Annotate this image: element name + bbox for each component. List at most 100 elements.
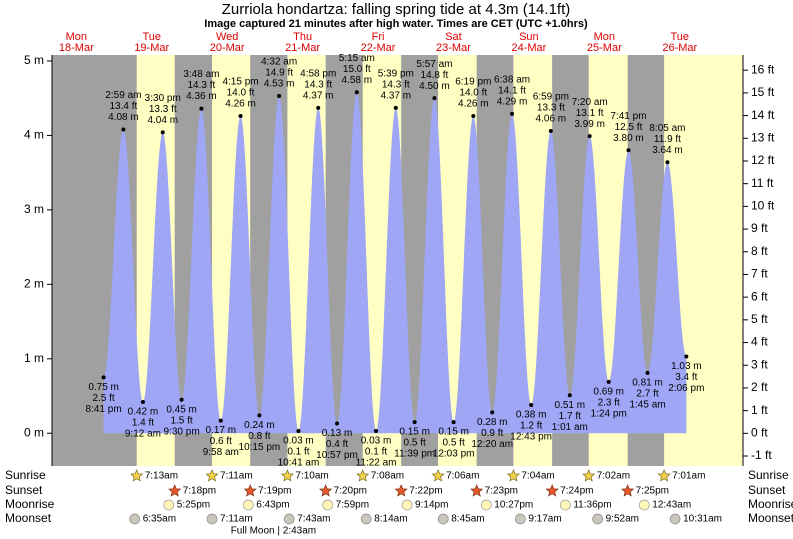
day-name: Tue [670,31,689,43]
sunrise-time: 7:13am [145,471,178,482]
sunset-time: 7:24pm [560,486,593,497]
day-name: Sat [445,31,462,43]
tide-point [238,114,243,119]
tide-time: 9:12 am [125,429,161,440]
sunset-time: 7:25pm [636,486,669,497]
tide-time: 10:41 am [278,458,320,469]
moonset-time: 7:11am [220,514,253,525]
tide-feet: 0.5 ft [442,438,464,449]
tide-feet: 13.3 ft [537,103,565,114]
tide-time: 7:41 pm [610,111,646,122]
tide-point [121,127,126,132]
day-name: Thu [293,31,312,43]
tide-time: 5:57 am [416,59,452,70]
y2-tick-label: 2 ft [751,380,768,394]
tide-height: 0.15 m [438,427,469,438]
tide-time: 10:15 pm [239,442,281,453]
tide-time: 3:30 pm [145,93,181,104]
y2-tick-label: 14 ft [751,108,775,122]
tide-time: 6:59 pm [533,92,569,103]
moonrise-icon [163,499,175,511]
tide-point [645,370,650,375]
tide-point [665,160,670,165]
y2-tick-label: 9 ft [751,221,768,235]
tide-feet: 13.4 ft [110,101,138,112]
tide-height: 0.51 m [555,400,586,411]
row-label: Sunset [5,483,43,497]
tide-height: 0.69 m [593,387,624,398]
moonrise-time: 11:36pm [573,500,611,511]
tide-height: 4.37 m [303,91,334,102]
tide-feet: 14.3 ft [382,80,410,91]
tide-time: 11:22 am [356,458,397,469]
tide-height: 3.64 m [652,145,683,156]
tide-time: 8:41 pm [86,404,122,415]
tide-point [199,106,204,111]
tide-feet: 13.1 ft [576,108,604,119]
tide-feet: 14.9 ft [265,68,293,79]
tide-feet: 0.1 ft [365,447,387,458]
tide-feet: 1.2 ft [520,421,542,432]
tide-feet: 1.4 ft [132,418,154,429]
moonset-icon [360,513,372,525]
tide-height: 4.58 m [342,75,373,86]
sunrise-icon [582,469,596,482]
tide-time: 3:48 am [183,69,219,80]
tide-height: 0.38 m [516,410,547,421]
moonset-time: 9:52am [606,514,639,525]
tide-point [257,413,262,418]
day-date: 26-Mar [662,42,697,54]
row-label: Sunrise [5,468,46,482]
tide-time: 12:43 pm [510,432,552,443]
tide-point [587,134,592,139]
y2-tick-label: 12 ft [751,153,775,167]
sunrise-icon [130,469,144,482]
y2-tick-label: 0 ft [751,425,768,439]
tide-time: 5:39 pm [378,69,414,80]
sunrise-icon [657,469,671,482]
day-name: Wed [216,31,238,43]
moonrise-icon [638,499,650,511]
tide-time: 5:15 am [339,53,375,64]
sunrise-time: 7:08am [371,471,404,482]
tide-point [140,399,145,404]
moonrise-icon [242,499,254,511]
day-name: Fri [372,31,385,43]
tide-time: 6:38 am [494,74,530,85]
tide-time: 2:06 pm [668,383,704,394]
tide-feet: 0.1 ft [287,447,309,458]
tide-height: 4.50 m [419,81,450,92]
tide-feet: 11.9 ft [654,134,681,145]
y2-tick-label: 7 ft [751,267,768,281]
tide-height: 4.29 m [497,96,528,107]
moonset-icon [206,513,218,525]
tide-height: 3.80 m [613,133,644,144]
tide-feet: 0.6 ft [210,436,232,447]
moonset-icon [437,513,449,525]
sunrise-time: 7:01am [672,471,705,482]
tide-height: 4.04 m [147,115,178,126]
tide-time: 9:30 pm [164,426,200,437]
tide-point [471,114,476,119]
row-label: Moonset [5,511,52,525]
sunrise-icon [356,469,370,482]
moonrise-time: 9:14pm [415,500,448,511]
day-date: 25-Mar [587,42,622,54]
moonrise-time: 12:43am [652,500,691,511]
tide-time: 6:19 pm [455,77,491,88]
tide-height: 0.75 m [88,382,119,393]
moonset-icon [515,513,526,525]
tide-time: 11:39 pm [394,449,435,460]
y2-tick-label: 15 ft [751,85,775,99]
tide-feet: 14.8 ft [421,70,449,81]
tide-point [277,93,282,98]
y2-tick-label: 8 ft [751,244,768,258]
chart-title: Zurriola hondartza: falling spring tide … [222,1,571,18]
tide-point [510,111,515,116]
sunset-time: 7:19pm [258,486,291,497]
y-tick-label: 2 m [24,276,44,290]
moonrise-time: 5:25pm [177,500,210,511]
sunset-icon [470,484,484,497]
y-tick-label: 0 m [24,425,44,439]
